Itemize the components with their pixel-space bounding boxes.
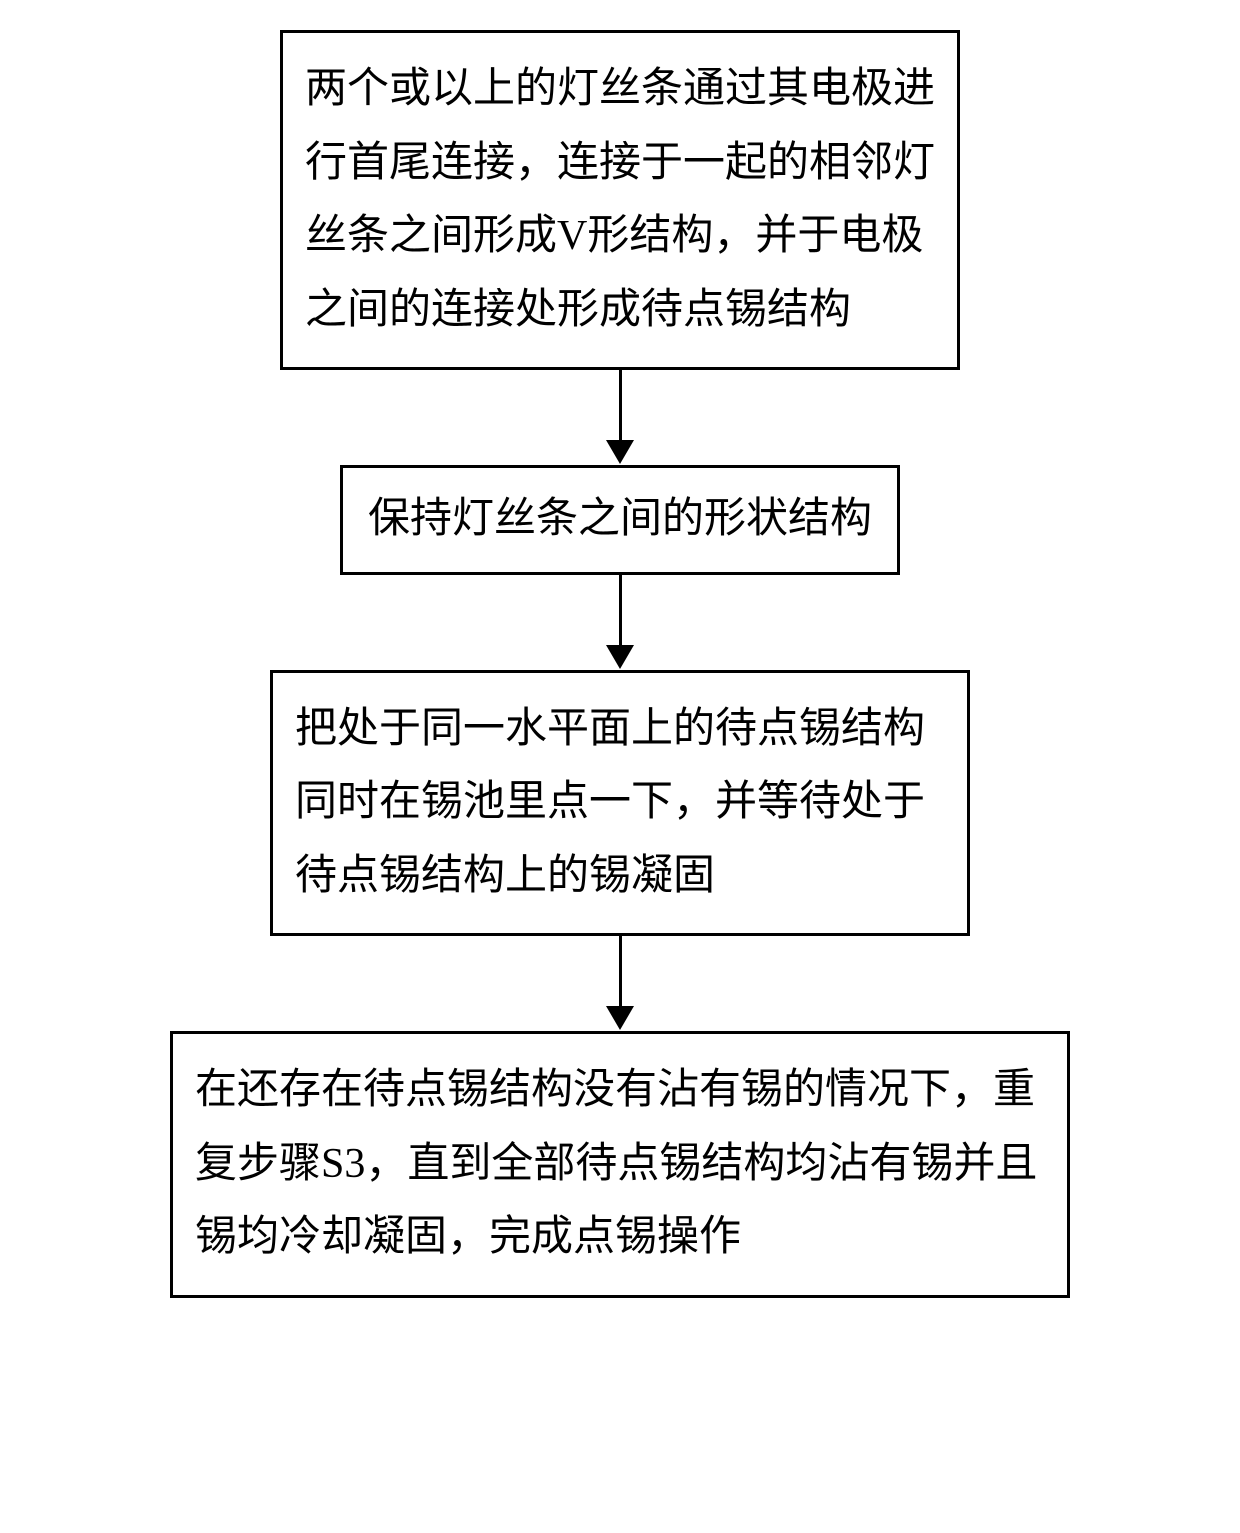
flowchart-step-4: 在还存在待点锡结构没有沾有锡的情况下，重复步骤S3，直到全部待点锡结构均沾有锡并… bbox=[170, 1031, 1070, 1298]
arrow-line bbox=[619, 936, 622, 1006]
arrow-line bbox=[619, 575, 622, 645]
step-1-text: 两个或以上的灯丝条通过其电极进行首尾连接，连接于一起的相邻灯丝条之间形成V形结构… bbox=[305, 66, 935, 333]
step-4-text: 在还存在待点锡结构没有沾有锡的情况下，重复步骤S3，直到全部待点锡结构均沾有锡并… bbox=[195, 1067, 1037, 1260]
flowchart-step-1: 两个或以上的灯丝条通过其电极进行首尾连接，连接于一起的相邻灯丝条之间形成V形结构… bbox=[280, 30, 960, 370]
arrow-head bbox=[606, 440, 634, 464]
flowchart-container: 两个或以上的灯丝条通过其电极进行首尾连接，连接于一起的相邻灯丝条之间形成V形结构… bbox=[0, 30, 1240, 1298]
arrow-line bbox=[619, 370, 622, 440]
arrow-head bbox=[606, 645, 634, 669]
step-3-text: 把处于同一水平面上的待点锡结构同时在锡池里点一下，并等待处于待点锡结构上的锡凝固 bbox=[295, 706, 925, 899]
arrow-1 bbox=[606, 370, 634, 465]
flowchart-step-2: 保持灯丝条之间的形状结构 bbox=[340, 465, 900, 575]
arrow-head bbox=[606, 1006, 634, 1030]
arrow-2 bbox=[606, 575, 634, 670]
flowchart-step-3: 把处于同一水平面上的待点锡结构同时在锡池里点一下，并等待处于待点锡结构上的锡凝固 bbox=[270, 670, 970, 937]
arrow-3 bbox=[606, 936, 634, 1031]
step-2-text: 保持灯丝条之间的形状结构 bbox=[368, 496, 872, 542]
